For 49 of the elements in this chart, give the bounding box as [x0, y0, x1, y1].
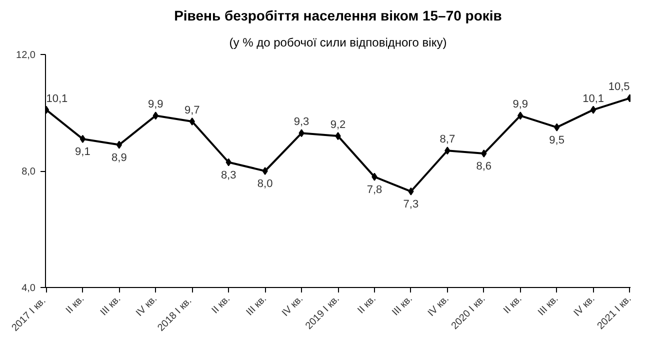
point: [554, 123, 560, 132]
data-label: 9,7: [184, 104, 200, 116]
x-tick-label: II кв.: [356, 294, 378, 316]
point: [444, 146, 450, 155]
x-tick-label: IV кв.: [134, 294, 160, 319]
data-label: 8,7: [440, 134, 456, 146]
x-tick-label: II кв.: [210, 294, 232, 316]
data-label: 10,1: [582, 92, 604, 105]
x-tick-label: III кв.: [98, 294, 124, 318]
point: [372, 172, 378, 181]
point: [298, 129, 304, 138]
data-label: 9,5: [549, 134, 564, 146]
data-label: 9,1: [75, 146, 90, 158]
chart-subtitle: (у % до робочої сили відповідного віку): [229, 36, 447, 50]
x-tick-label: II кв.: [64, 294, 87, 316]
x-tick-label: IV кв.: [572, 294, 598, 319]
point: [481, 150, 487, 158]
x-tick-label: III кв.: [536, 294, 561, 318]
point: [262, 167, 268, 175]
point: [226, 158, 232, 166]
data-label: 9,9: [148, 98, 164, 111]
x-tick-label: IV кв.: [280, 294, 306, 319]
data-label: 9,2: [330, 119, 346, 132]
x-tick-label: III кв.: [244, 294, 269, 318]
data-label: 9,3: [294, 116, 310, 128]
point: [189, 117, 195, 126]
data-label: 8,3: [220, 169, 236, 182]
y-tick-label: 12,0: [16, 50, 36, 61]
data-label: 10,1: [46, 92, 68, 105]
point: [152, 112, 158, 120]
point: [335, 132, 341, 140]
y-tick-label: 4,0: [22, 283, 36, 294]
data-label: 9,9: [512, 98, 528, 111]
x-tick-label: IV кв.: [426, 294, 452, 319]
x-tick-label: III кв.: [390, 294, 415, 318]
point: [80, 134, 86, 143]
point: [116, 140, 122, 149]
x-tick-label: II кв.: [502, 294, 524, 316]
y-tick-label: 8,0: [22, 166, 36, 178]
point: [590, 106, 596, 114]
point: [518, 112, 524, 120]
data-label: 8,6: [476, 160, 492, 173]
chart-title: Рівень безробіття населення віком 15–70 років: [174, 8, 502, 24]
data-label: 7,8: [366, 184, 382, 196]
data-label: 8,0: [257, 178, 273, 190]
point: [408, 187, 414, 196]
data-label: 8,9: [112, 152, 127, 164]
data-label: 7,3: [403, 198, 419, 210]
data-label: 10,5: [608, 81, 630, 94]
